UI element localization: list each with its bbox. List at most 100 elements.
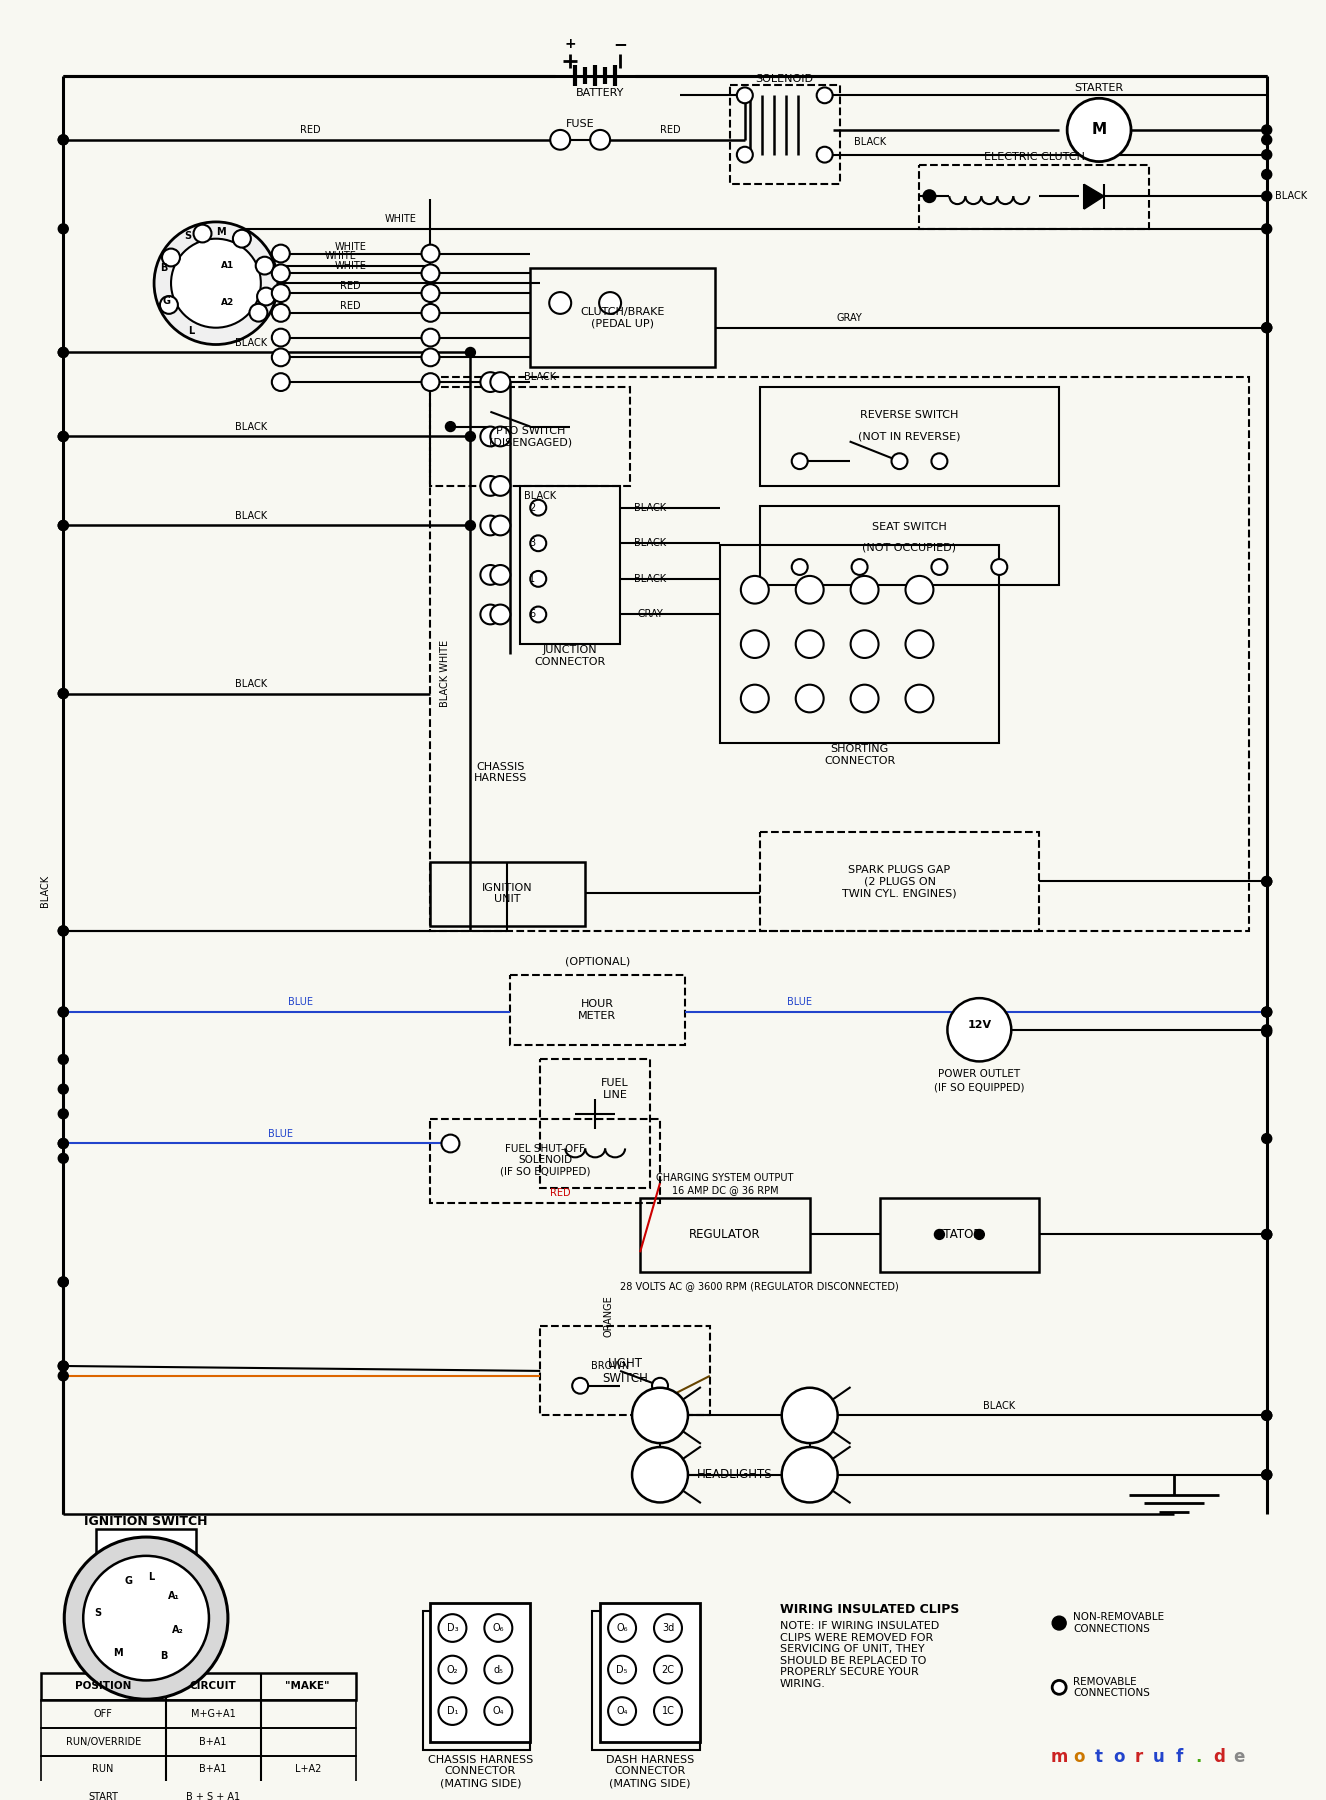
Circle shape [58, 1055, 68, 1064]
Text: HEADLIGHTS: HEADLIGHTS [697, 1469, 773, 1481]
Text: BLACK: BLACK [634, 502, 666, 513]
Bar [540, 1327, 709, 1415]
Circle shape [480, 605, 500, 625]
Circle shape [931, 454, 947, 470]
Circle shape [58, 1084, 68, 1094]
Polygon shape [1085, 184, 1105, 209]
Text: G: G [162, 295, 170, 306]
Circle shape [272, 373, 290, 391]
Text: BLUE: BLUE [288, 997, 313, 1006]
Circle shape [480, 515, 500, 535]
Text: WHITE: WHITE [334, 261, 366, 272]
Circle shape [891, 454, 907, 470]
Text: DASH HARNESS: DASH HARNESS [606, 1755, 693, 1764]
Circle shape [609, 1656, 636, 1683]
Text: −: − [613, 34, 627, 52]
Circle shape [530, 571, 546, 587]
Circle shape [58, 689, 68, 698]
Text: RED: RED [550, 1188, 570, 1199]
Text: RUN/OVERRIDE: RUN/OVERRIDE [65, 1737, 141, 1746]
Text: (MATING SIDE): (MATING SIDE) [609, 1778, 691, 1787]
Circle shape [796, 684, 823, 713]
Text: D₁: D₁ [447, 1706, 459, 1715]
Circle shape [480, 565, 500, 585]
Text: A2: A2 [221, 299, 235, 308]
Circle shape [465, 520, 476, 531]
Circle shape [906, 684, 934, 713]
Text: O₄: O₄ [617, 1706, 627, 1715]
Circle shape [906, 576, 934, 603]
Text: REGULATOR: REGULATOR [690, 1228, 761, 1240]
Circle shape [272, 284, 290, 302]
Circle shape [58, 223, 68, 234]
Circle shape [422, 304, 439, 322]
Circle shape [58, 1372, 68, 1381]
Circle shape [652, 1377, 668, 1393]
Circle shape [1262, 1229, 1272, 1240]
Text: RED: RED [341, 301, 361, 311]
Circle shape [609, 1697, 636, 1724]
Text: BLACK: BLACK [1274, 191, 1307, 202]
Bar [879, 1197, 1040, 1273]
Text: BATTERY: BATTERY [575, 88, 625, 99]
Circle shape [58, 1154, 68, 1163]
Text: CIRCUIT: CIRCUIT [190, 1681, 236, 1692]
Circle shape [162, 248, 180, 266]
Text: 3: 3 [529, 538, 536, 549]
Text: D₃: D₃ [447, 1624, 459, 1633]
Circle shape [850, 684, 879, 713]
Text: o: o [1073, 1748, 1085, 1766]
Circle shape [64, 1537, 228, 1699]
Text: POWER OUTLET: POWER OUTLET [939, 1069, 1021, 1080]
Circle shape [491, 427, 511, 446]
Circle shape [58, 1361, 68, 1372]
Bar [41, 1728, 355, 1755]
Bar [511, 976, 686, 1044]
Text: RUN: RUN [93, 1764, 114, 1775]
Circle shape [58, 1006, 68, 1017]
Text: d₅: d₅ [493, 1665, 504, 1674]
Bar [41, 1784, 355, 1800]
Circle shape [923, 191, 935, 202]
Circle shape [992, 560, 1008, 574]
Text: CONNECTOR: CONNECTOR [614, 1766, 686, 1777]
Text: FUEL
LINE: FUEL LINE [601, 1078, 629, 1100]
Circle shape [58, 135, 68, 144]
Text: 12V: 12V [967, 1021, 992, 1030]
Circle shape [58, 1361, 68, 1372]
Circle shape [1067, 99, 1131, 162]
Text: CHARGING SYSTEM OUTPUT: CHARGING SYSTEM OUTPUT [656, 1174, 793, 1183]
Circle shape [654, 1697, 682, 1724]
Text: M: M [113, 1647, 123, 1658]
Bar [41, 1755, 355, 1784]
Text: PTO SWITCH
(DISENGAGED): PTO SWITCH (DISENGAGED) [489, 425, 572, 446]
Circle shape [947, 999, 1012, 1062]
Text: ELECTRIC CLUTCH: ELECTRIC CLUTCH [984, 151, 1085, 162]
Circle shape [480, 475, 500, 495]
Text: CLUTCH/BRAKE
(PEDAL UP): CLUTCH/BRAKE (PEDAL UP) [579, 308, 664, 329]
Bar [640, 1197, 810, 1273]
Text: ORANGE: ORANGE [603, 1296, 613, 1337]
Circle shape [154, 221, 278, 344]
Circle shape [439, 1697, 467, 1724]
Text: CHASSIS
HARNESS: CHASSIS HARNESS [473, 761, 526, 783]
Circle shape [233, 230, 251, 248]
Circle shape [422, 284, 439, 302]
Circle shape [1262, 1471, 1272, 1480]
Text: o: o [1114, 1748, 1124, 1766]
Text: L: L [188, 326, 194, 335]
Circle shape [1262, 1006, 1272, 1017]
Circle shape [633, 1388, 688, 1444]
Circle shape [792, 560, 808, 574]
Bar [431, 387, 630, 486]
Circle shape [480, 373, 500, 392]
Circle shape [491, 605, 511, 625]
Circle shape [422, 373, 439, 391]
Text: GRAY: GRAY [638, 610, 663, 619]
Circle shape [573, 1377, 589, 1393]
Text: REMOVABLE
CONNECTIONS: REMOVABLE CONNECTIONS [1073, 1676, 1150, 1697]
Circle shape [654, 1656, 682, 1683]
Text: IGNITION SWITCH: IGNITION SWITCH [85, 1516, 208, 1528]
Circle shape [796, 630, 823, 659]
Text: A₁: A₁ [168, 1591, 180, 1602]
